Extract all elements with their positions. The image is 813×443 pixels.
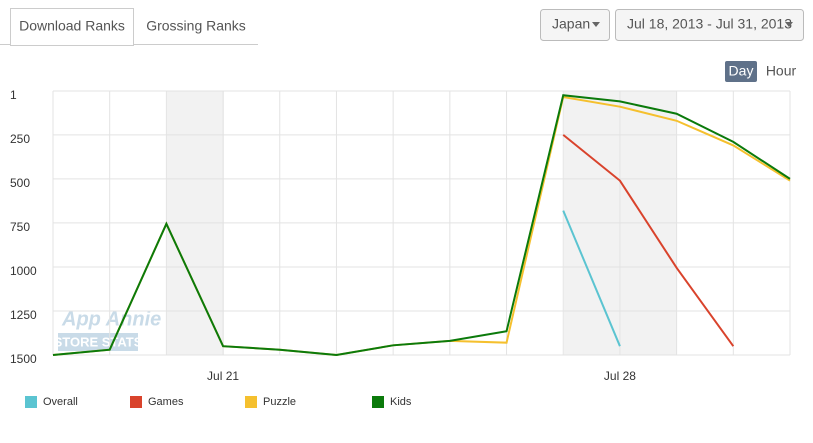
legend-swatch: [245, 396, 257, 408]
series-line: [562, 134, 735, 347]
dropdown-arrow: [592, 22, 600, 27]
x-tick-label: Jul 28: [604, 369, 636, 383]
legend-swatch: [25, 396, 37, 408]
watermark: App Annie: [61, 308, 161, 330]
day-button[interactable]: [725, 61, 757, 82]
series-line: [562, 210, 621, 347]
y-tick-label: 1: [10, 88, 17, 102]
dropdown-arrow: [785, 22, 793, 27]
watermark-box: [58, 333, 138, 351]
y-tick-label: 750: [10, 220, 30, 234]
date-label[interactable]: Jul 18, 2013 - Jul 31, 2013: [627, 16, 792, 32]
date-dropdown[interactable]: [615, 9, 804, 41]
y-tick-label: 1500: [10, 352, 37, 366]
series-line: [52, 95, 791, 357]
legend-label: Overall: [43, 396, 78, 408]
country-label[interactable]: Japan: [552, 16, 590, 32]
series-line: [52, 94, 791, 357]
tab-label[interactable]: Grossing Ranks: [146, 18, 246, 34]
day-label[interactable]: Day: [729, 63, 754, 79]
tab-label[interactable]: Download Ranks: [19, 18, 125, 34]
y-tick-label: 250: [10, 132, 30, 146]
legend-label: Games: [148, 396, 184, 408]
y-tick-label: 1000: [10, 264, 37, 278]
legend-label: Puzzle: [263, 396, 296, 408]
y-tick-label: 500: [10, 176, 30, 190]
y-tick-label: 1250: [10, 308, 37, 322]
x-tick-label: Jul 21: [207, 369, 239, 383]
country-dropdown[interactable]: [540, 9, 610, 41]
hour-label[interactable]: Hour: [766, 63, 797, 79]
legend-swatch: [372, 396, 384, 408]
legend-swatch: [130, 396, 142, 408]
tab-active[interactable]: [10, 8, 134, 46]
watermark: STORE STATS: [54, 334, 143, 349]
legend-label: Kids: [390, 396, 412, 408]
